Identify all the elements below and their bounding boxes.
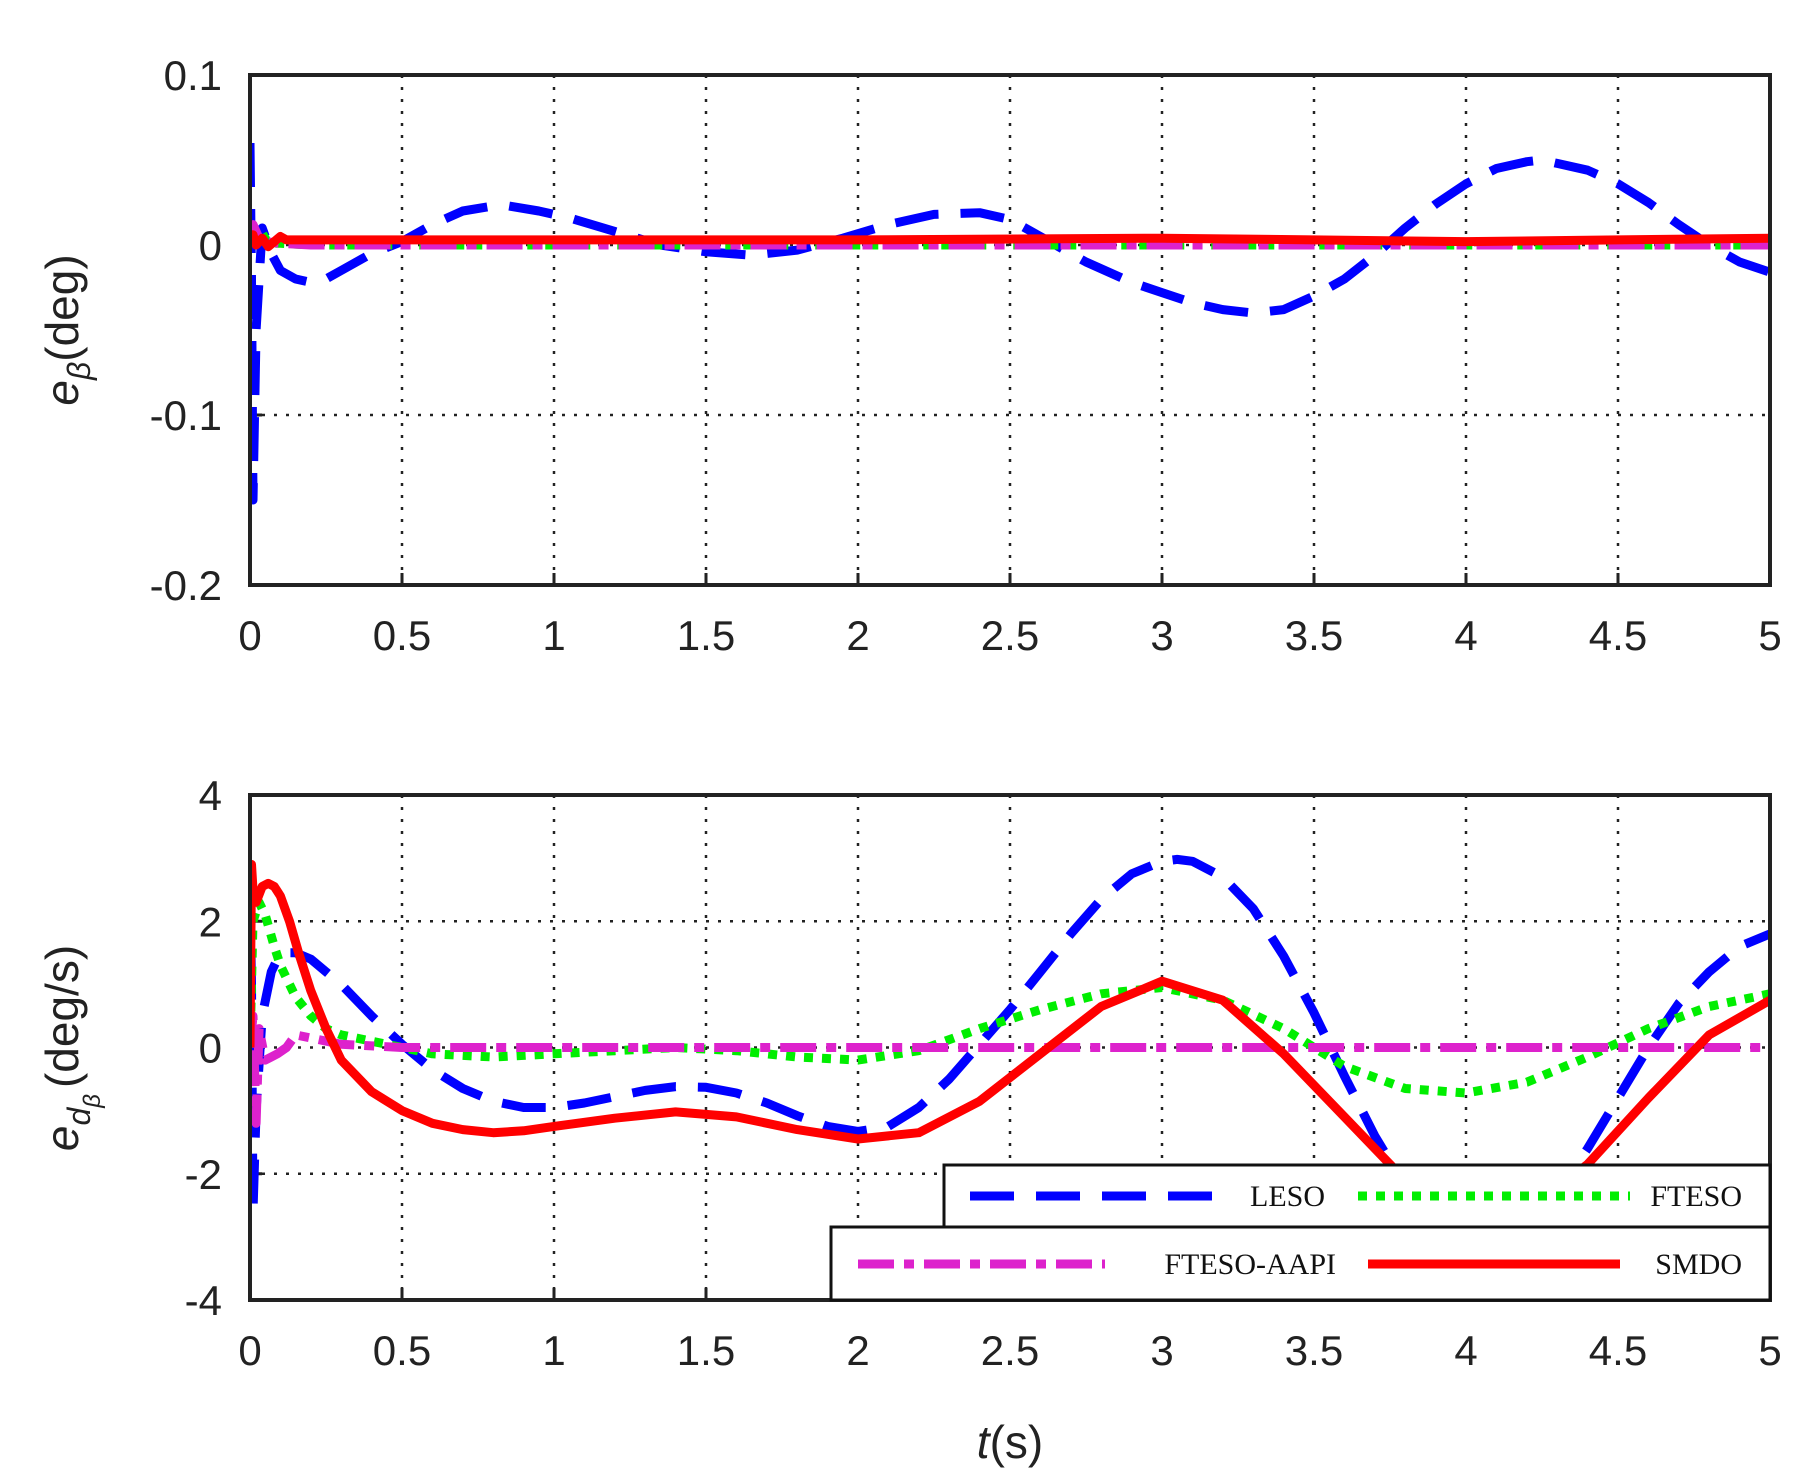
bottom-panel-xlabel-unit: (s) bbox=[990, 1416, 1044, 1468]
bottom-panel-xtick-label: 3 bbox=[1150, 1327, 1173, 1374]
bottom-panel-ylabel-subsub: β bbox=[79, 1094, 106, 1109]
top-panel-xtick-label: 3 bbox=[1150, 612, 1173, 659]
bottom-panel-series-leso bbox=[250, 854, 1770, 1248]
bottom-panel-ytick-label: -2 bbox=[185, 1151, 222, 1198]
top-panel-ylabel-unit: (deg) bbox=[36, 254, 88, 361]
top-panel-axes-box bbox=[248, 73, 1772, 587]
bottom-panel-series-fteso bbox=[250, 897, 1770, 1098]
bottom-panel-xtick-label: 0.5 bbox=[373, 1327, 431, 1374]
legend-label-fteso-aapi: FTESO-AAPI bbox=[1164, 1248, 1336, 1281]
bottom-panel-tick-labels: 0 0.5 1 1.5 2 2.5 3 3.5 4 4.5 5 4 2 0 -2 -4 bbox=[185, 772, 1782, 1374]
bottom-panel-series-smdo bbox=[250, 859, 1770, 1232]
bottom-panel-ytick-label: 2 bbox=[199, 898, 222, 945]
top-panel-xtick-label: 4.5 bbox=[1589, 612, 1647, 659]
top-panel-ytick-label: 0 bbox=[199, 222, 222, 269]
top-panel-ylabel: eβ(deg) bbox=[36, 254, 97, 405]
bottom-panel-xlabel-var: t bbox=[977, 1416, 992, 1468]
top-panel-xtick-label: 1.5 bbox=[677, 612, 735, 659]
bottom-panel-ytick-label: 4 bbox=[199, 772, 222, 819]
top-panel-series-leso bbox=[250, 142, 1770, 505]
bottom-panel-xtick-label: 0 bbox=[238, 1327, 261, 1374]
top-panel-series bbox=[250, 142, 1770, 505]
top-panel-ytick-label: -0.2 bbox=[150, 562, 222, 609]
top-panel-grid bbox=[248, 73, 1772, 587]
bottom-panel-xtick-label: 4 bbox=[1454, 1327, 1477, 1374]
bottom-panel-xtick-label: 1 bbox=[542, 1327, 565, 1374]
top-panel-xtick-label: 2 bbox=[846, 612, 869, 659]
bottom-panel-xtick-label: 2.5 bbox=[981, 1327, 1039, 1374]
top-panel-ylabel-sub: β bbox=[61, 362, 97, 381]
top-panel-tick-labels: 0 0.5 1 1.5 2 2.5 3 3.5 4 4.5 5 0.1 0 -0.1 -0.2 bbox=[150, 52, 1782, 659]
bottom-panel-ylabel-var: e bbox=[36, 1126, 88, 1152]
bottom-panel-xtick-label: 4.5 bbox=[1589, 1327, 1647, 1374]
legend-label-leso: LESO bbox=[1250, 1180, 1325, 1213]
top-panel-xtick-label: 2.5 bbox=[981, 612, 1039, 659]
bottom-panel-ytick-label: 0 bbox=[199, 1025, 222, 1072]
top-panel-ytick-label: -0.1 bbox=[150, 392, 222, 439]
legend-box-row1 bbox=[942, 1163, 1772, 1229]
legend: LESO FTESO FTESO-AAPI SMDO bbox=[829, 1163, 1772, 1302]
top-panel: 0 0.5 1 1.5 2 2.5 3 3.5 4 4.5 5 0.1 0 -0.1 -0.2 eβ(deg… bbox=[36, 52, 1782, 659]
legend-label-smdo: SMDO bbox=[1655, 1248, 1742, 1281]
top-panel-xtick-label: 0.5 bbox=[373, 612, 431, 659]
top-panel-ylabel-var: e bbox=[36, 380, 88, 406]
bottom-panel-series-fteso-aapi bbox=[250, 1011, 1770, 1128]
top-panel-xtick-label: 5 bbox=[1758, 612, 1781, 659]
top-panel-xtick-label: 1 bbox=[542, 612, 565, 659]
bottom-panel-xtick-label: 3.5 bbox=[1285, 1327, 1343, 1374]
legend-label-fteso: FTESO bbox=[1650, 1180, 1742, 1213]
bottom-panel-xlabel: t(s) bbox=[977, 1416, 1043, 1468]
bottom-panel-ylabel: edβ (deg/s) bbox=[36, 945, 106, 1151]
bottom-panel-ytick-label: -4 bbox=[185, 1277, 222, 1324]
top-panel-xtick-label: 4 bbox=[1454, 612, 1477, 659]
bottom-panel-xtick-label: 1.5 bbox=[677, 1327, 735, 1374]
top-panel-ytick-label: 0.1 bbox=[164, 52, 222, 99]
bottom-panel-xtick-label: 5 bbox=[1758, 1327, 1781, 1374]
bottom-panel-xtick-label: 2 bbox=[846, 1327, 869, 1374]
bottom-panel-series bbox=[250, 854, 1770, 1248]
top-panel-xtick-label: 0 bbox=[238, 612, 261, 659]
top-panel-series-smdo bbox=[250, 230, 1770, 252]
top-panel-xtick-label: 3.5 bbox=[1285, 612, 1343, 659]
bottom-panel-ylabel-sub: d bbox=[61, 1107, 97, 1126]
bottom-panel-ylabel-unit: (deg/s) bbox=[36, 945, 88, 1088]
